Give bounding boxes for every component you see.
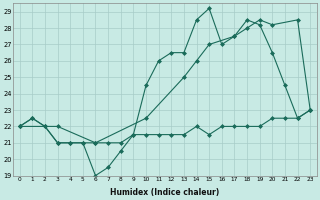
- X-axis label: Humidex (Indice chaleur): Humidex (Indice chaleur): [110, 188, 220, 197]
